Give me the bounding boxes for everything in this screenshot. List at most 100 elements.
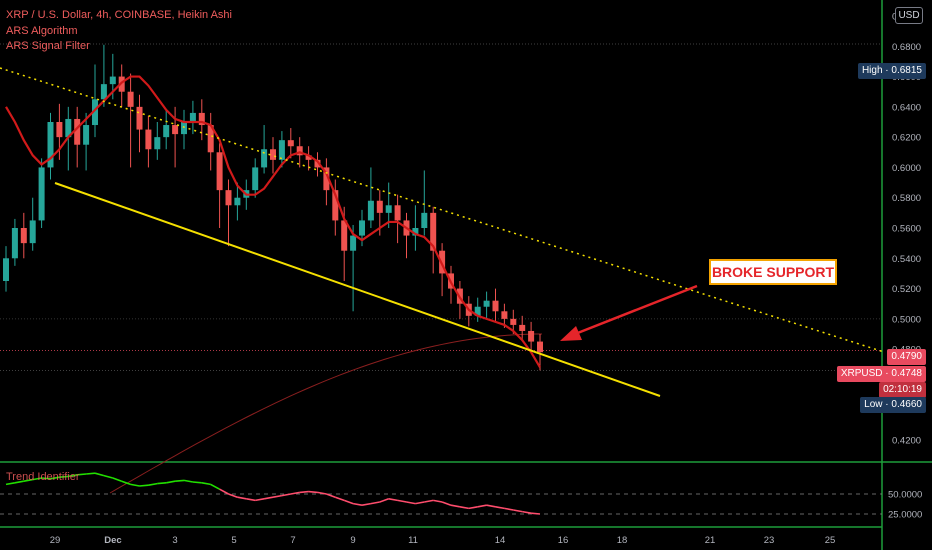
candle-body [65, 118, 72, 138]
pane-tick-label: 50.0000 [888, 490, 922, 501]
trend-segment [441, 501, 452, 506]
trend-segment [130, 483, 140, 487]
candle-body [74, 118, 81, 145]
candle-body [376, 200, 383, 213]
trend-segment [219, 488, 229, 495]
annotation-arrow[interactable] [560, 284, 698, 341]
trend-segment [112, 477, 122, 482]
candle-body [47, 122, 54, 168]
support-trendline[interactable] [54, 182, 661, 397]
time-tick-label: 5 [231, 535, 236, 546]
trend-segment [415, 501, 425, 505]
price-tick-label: 0.4200 [892, 436, 921, 447]
trend-segment [379, 498, 389, 503]
candle-body [198, 112, 205, 126]
candle-body [323, 167, 330, 191]
candle-body [287, 140, 294, 147]
trend-segment [343, 499, 354, 505]
candle-body [412, 228, 419, 236]
trend-segment [237, 496, 247, 500]
time-tick-label: 21 [705, 535, 716, 546]
trend-segment [148, 482, 158, 486]
trend-segment [5, 482, 16, 486]
candle-body [38, 167, 45, 221]
trend-segment [121, 480, 131, 486]
candle-body [367, 200, 374, 221]
candle-body [296, 146, 303, 156]
trend-segment [290, 491, 300, 495]
indicator-ars-signal-filter[interactable]: ARS Signal Filter [6, 40, 90, 52]
candle-body [314, 159, 321, 168]
time-tick-label: Dec [104, 535, 121, 546]
trend-segment [424, 499, 434, 503]
time-tick-label: 11 [408, 535, 418, 546]
trend-segment [77, 473, 87, 476]
candle-body [537, 341, 543, 353]
trend-segment [272, 494, 283, 498]
trend-segment [157, 482, 167, 485]
trend-segment [210, 483, 220, 490]
candle-body [341, 220, 348, 251]
trend-segment [486, 504, 496, 508]
candle-body [20, 228, 27, 244]
price-tick-label: 0.6200 [892, 133, 921, 144]
candle-body [109, 76, 116, 85]
trend-segment [361, 502, 372, 506]
ars-algorithm-line [5, 75, 541, 368]
symbol-price-tag: XRPUSD · 0.4748 [836, 366, 926, 382]
trend-segment [59, 475, 69, 478]
candle-body [154, 137, 161, 150]
candle-body [305, 155, 312, 160]
candle-body [528, 330, 535, 342]
candle-body [83, 125, 90, 145]
ma-line-path [109, 333, 543, 494]
trend-segment [246, 498, 256, 502]
candle-body [189, 112, 196, 122]
trend-segment [94, 472, 105, 477]
trend-segment [504, 507, 514, 511]
candle-body [430, 212, 437, 251]
trend-segment [397, 499, 407, 503]
trend-segment [531, 512, 541, 515]
candle-body [92, 99, 98, 126]
low-price-tag: Low · 0.4660 [860, 397, 926, 413]
price-tick-label: 0.6400 [892, 102, 921, 113]
price-tick-label: 0.5800 [892, 193, 921, 204]
trend-segment [50, 476, 60, 480]
current-price-tag: 0.4790 [887, 349, 926, 365]
candle-body [216, 152, 223, 191]
candle-body [225, 190, 232, 206]
time-tick-label: 18 [617, 535, 628, 546]
trend-segment [255, 498, 265, 502]
price-tick-label: 0.5000 [892, 314, 921, 325]
candle-body [172, 125, 179, 135]
candle-body [350, 235, 357, 251]
symbol-title[interactable]: XRP / U.S. Dollar, 4h, COINBASE, Heikin … [6, 9, 232, 21]
candle-body [278, 140, 285, 160]
trend-segment [41, 477, 51, 480]
trend-segment [513, 509, 523, 513]
trend-segment [370, 501, 380, 505]
trend-segment [326, 493, 336, 498]
time-tick-label: 23 [764, 535, 775, 546]
currency-button[interactable]: USD [895, 7, 923, 24]
indicator-ars-algorithm[interactable]: ARS Algorithm [6, 24, 78, 37]
trend-identifier-title[interactable]: Trend Identifier [6, 471, 80, 483]
candle-body [510, 318, 517, 325]
trend-segment [433, 499, 443, 503]
trend-segment [335, 496, 345, 502]
candle-body [100, 84, 107, 100]
trend-segment [281, 493, 291, 497]
trend-segment [468, 506, 478, 510]
trend-segment [23, 478, 33, 482]
trend-segment [32, 477, 42, 481]
trend-segment [459, 506, 469, 510]
broke-support-callout[interactable]: BROKE SUPPORT [709, 259, 837, 285]
price-tick-label: 0.5600 [892, 224, 921, 235]
trend-segment [175, 479, 185, 482]
chart-legend: XRP / U.S. Dollar, 4h, COINBASE, Heikin … [6, 8, 232, 55]
price-tick-label: 0.6000 [892, 163, 921, 174]
time-tick-label: 9 [350, 535, 355, 546]
trend-segment [477, 504, 487, 508]
price-tick-label: 0.5200 [892, 284, 921, 295]
